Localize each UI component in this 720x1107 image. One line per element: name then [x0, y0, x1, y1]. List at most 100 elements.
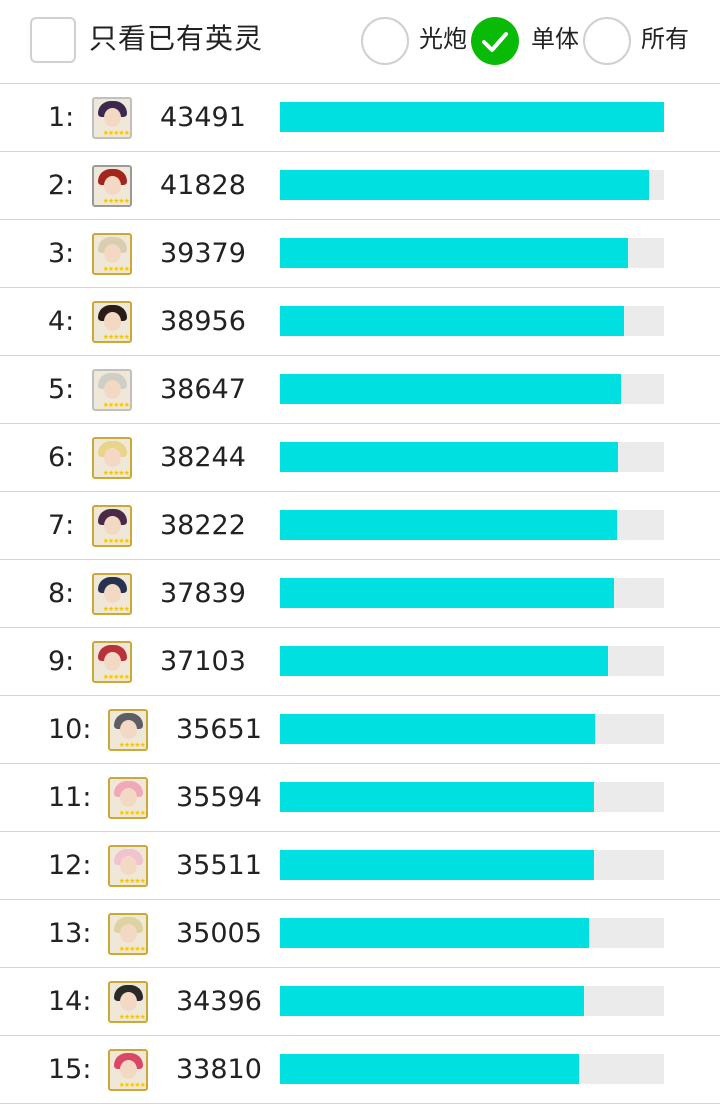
- score-value: 43491: [160, 102, 246, 133]
- ranking-row[interactable]: 3: ★★★★★ 39379: [0, 220, 720, 288]
- rank-number: 13:: [48, 918, 92, 949]
- ranking-row[interactable]: 12: ★★★★★ 35511: [0, 832, 720, 900]
- score-value: 38647: [160, 374, 246, 405]
- servant-portrait-icon: ★★★★★: [108, 913, 148, 955]
- score-value: 35005: [176, 918, 262, 949]
- rarity-stars-icon: ★★★★★: [102, 333, 130, 341]
- ranking-list: 1: ★★★★★ 43491 2: ★★★★★ 41828 3: ★★★★★ 39379 4: ★★…: [0, 84, 720, 1104]
- score-bar-track: [280, 646, 664, 676]
- ranking-row[interactable]: 5: ★★★★★ 38647: [0, 356, 720, 424]
- rarity-stars-icon: ★★★★★: [102, 197, 130, 205]
- rank-number: 9:: [48, 646, 75, 677]
- score-bar-fill: [280, 102, 664, 132]
- noble-phantasm-label[interactable]: 光炮: [419, 25, 467, 53]
- ranking-row[interactable]: 9: ★★★★★ 37103: [0, 628, 720, 696]
- servant-portrait-icon: ★★★★★: [108, 1049, 148, 1091]
- portrait-face: [104, 516, 121, 535]
- score-bar-track: [280, 102, 664, 132]
- score-value: 38222: [160, 510, 246, 541]
- score-bar-track: [280, 1054, 664, 1084]
- rank-number: 12:: [48, 850, 92, 881]
- single-target-label[interactable]: 单体: [531, 25, 579, 53]
- portrait-face: [104, 176, 121, 195]
- score-bar-track: [280, 374, 664, 404]
- score-value: 35511: [176, 850, 262, 881]
- portrait-face: [120, 1060, 137, 1079]
- ranking-row[interactable]: 4: ★★★★★ 38956: [0, 288, 720, 356]
- servant-portrait-icon: ★★★★★: [92, 165, 132, 207]
- ranking-row[interactable]: 1: ★★★★★ 43491: [0, 84, 720, 152]
- score-bar-track: [280, 510, 664, 540]
- rarity-stars-icon: ★★★★★: [118, 1013, 146, 1021]
- rarity-stars-icon: ★★★★★: [102, 401, 130, 409]
- servant-portrait-icon: ★★★★★: [108, 777, 148, 819]
- score-value: 37103: [160, 646, 246, 677]
- servant-portrait-icon: ★★★★★: [92, 573, 132, 615]
- score-value: 35594: [176, 782, 262, 813]
- rarity-stars-icon: ★★★★★: [102, 605, 130, 613]
- rarity-stars-icon: ★★★★★: [102, 265, 130, 273]
- score-bar-fill: [280, 238, 628, 268]
- only-owned-checkbox[interactable]: [30, 17, 76, 63]
- ranking-row[interactable]: 10: ★★★★★ 35651: [0, 696, 720, 764]
- score-bar-fill: [280, 850, 594, 880]
- rarity-stars-icon: ★★★★★: [118, 945, 146, 953]
- score-bar-fill: [280, 714, 595, 744]
- ranking-row[interactable]: 11: ★★★★★ 35594: [0, 764, 720, 832]
- noble-phantasm-radio[interactable]: [361, 17, 409, 65]
- score-bar-fill: [280, 442, 618, 472]
- only-owned-label[interactable]: 只看已有英灵: [89, 22, 264, 55]
- ranking-row[interactable]: 15: ★★★★★ 33810: [0, 1036, 720, 1104]
- portrait-face: [104, 312, 121, 331]
- score-bar-fill: [280, 306, 624, 336]
- servant-portrait-icon: ★★★★★: [92, 97, 132, 139]
- score-value: 37839: [160, 578, 246, 609]
- servant-portrait-icon: ★★★★★: [92, 301, 132, 343]
- score-bar-track: [280, 782, 664, 812]
- portrait-face: [104, 584, 121, 603]
- servant-portrait-icon: ★★★★★: [92, 505, 132, 547]
- all-radio[interactable]: [583, 17, 631, 65]
- rarity-stars-icon: ★★★★★: [118, 877, 146, 885]
- portrait-face: [104, 652, 121, 671]
- score-bar-track: [280, 238, 664, 268]
- servant-portrait-icon: ★★★★★: [108, 845, 148, 887]
- portrait-face: [104, 448, 121, 467]
- ranking-row[interactable]: 2: ★★★★★ 41828: [0, 152, 720, 220]
- rank-number: 14:: [48, 986, 92, 1017]
- score-bar-fill: [280, 782, 595, 812]
- ranking-row[interactable]: 13: ★★★★★ 35005: [0, 900, 720, 968]
- portrait-face: [104, 380, 121, 399]
- rank-number: 8:: [48, 578, 75, 609]
- score-bar-fill: [280, 170, 650, 200]
- score-bar-track: [280, 306, 664, 336]
- rank-number: 11:: [48, 782, 92, 813]
- portrait-face: [120, 856, 137, 875]
- score-bar-fill: [280, 578, 615, 608]
- servant-portrait-icon: ★★★★★: [92, 437, 132, 479]
- servant-portrait-icon: ★★★★★: [92, 369, 132, 411]
- ranking-row[interactable]: 14: ★★★★★ 34396: [0, 968, 720, 1036]
- score-bar-fill: [280, 1054, 579, 1084]
- portrait-face: [120, 720, 137, 739]
- portrait-face: [104, 244, 121, 263]
- score-bar-track: [280, 578, 664, 608]
- all-label[interactable]: 所有: [641, 25, 689, 53]
- servant-portrait-icon: ★★★★★: [108, 981, 148, 1023]
- rarity-stars-icon: ★★★★★: [102, 469, 130, 477]
- rank-number: 5:: [48, 374, 75, 405]
- servant-portrait-icon: ★★★★★: [92, 233, 132, 275]
- ranking-row[interactable]: 6: ★★★★★ 38244: [0, 424, 720, 492]
- servant-portrait-icon: ★★★★★: [108, 709, 148, 751]
- score-value: 34396: [176, 986, 262, 1017]
- rarity-stars-icon: ★★★★★: [102, 129, 130, 137]
- single-target-radio[interactable]: [471, 17, 519, 65]
- score-value: 38244: [160, 442, 246, 473]
- score-value: 39379: [160, 238, 246, 269]
- ranking-row[interactable]: 7: ★★★★★ 38222: [0, 492, 720, 560]
- ranking-row[interactable]: 8: ★★★★★ 37839: [0, 560, 720, 628]
- portrait-face: [120, 924, 137, 943]
- portrait-face: [120, 788, 137, 807]
- rank-number: 2:: [48, 170, 75, 201]
- rank-number: 3:: [48, 238, 75, 269]
